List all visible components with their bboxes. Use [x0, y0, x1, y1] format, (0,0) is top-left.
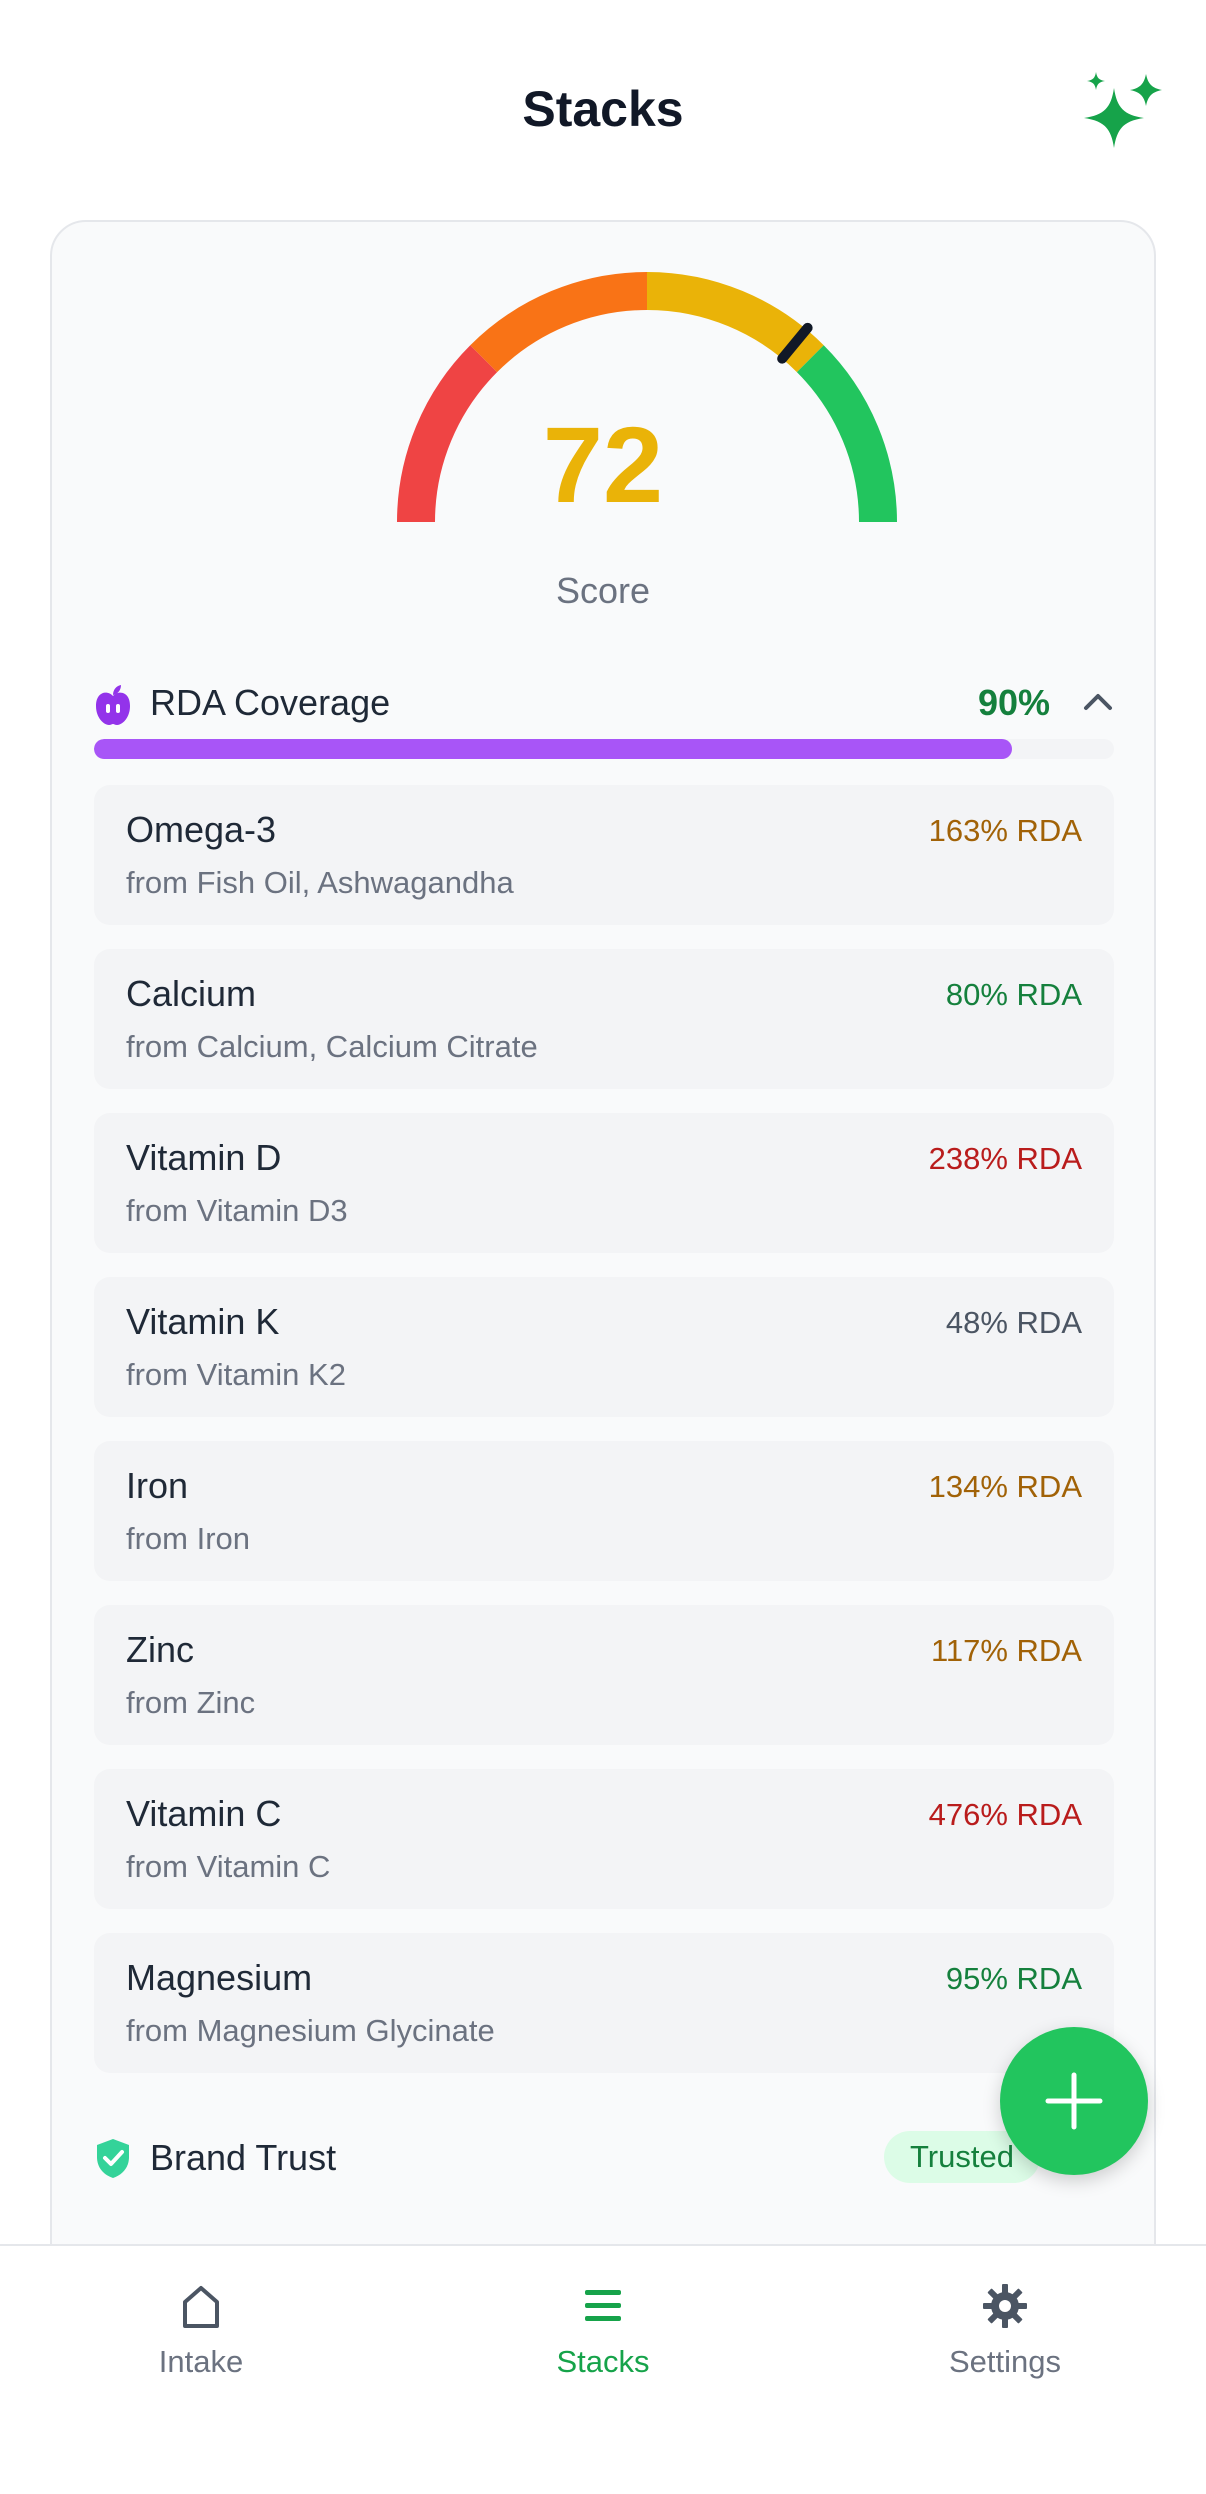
- nutrient-source: from Zinc: [126, 1685, 256, 1720]
- stacks-icon: [585, 2290, 621, 2321]
- nutrient-rda-percent: 117% RDA: [930, 1633, 1082, 1668]
- nutrient-source: from Vitamin C: [126, 1849, 331, 1884]
- add-button[interactable]: [1000, 2027, 1148, 2175]
- nutrient-source: from Iron: [126, 1521, 251, 1556]
- nutrient-rda-percent: 163% RDA: [928, 813, 1082, 848]
- nutrient-name: Iron: [126, 1465, 189, 1506]
- rda-nutrient-item[interactable]: Calcium from Calcium, Calcium Citrate 80% …: [94, 949, 1114, 1089]
- tab-settings[interactable]: Settings: [880, 2282, 1130, 2380]
- stack-summary-card: 72 Score RDA Coverage 90% Omega-3 from Fi…: [50, 220, 1156, 2320]
- rda-progress-bar: [94, 739, 1114, 759]
- rda-nutrient-item[interactable]: Vitamin K from Vitamin K2 48% RDA: [94, 1277, 1114, 1417]
- page-title: Stacks: [522, 81, 684, 137]
- rda-nutrient-item[interactable]: Vitamin C from Vitamin C 476% RDA: [94, 1769, 1114, 1909]
- nutrient-rda-percent: 80% RDA: [945, 977, 1082, 1012]
- home-icon: [183, 2286, 219, 2328]
- nutrient-rda-percent: 238% RDA: [928, 1141, 1082, 1176]
- sparkles-icon[interactable]: [1080, 68, 1170, 158]
- plus-icon: [1045, 2072, 1103, 2130]
- nutrient-source: from Calcium, Calcium Citrate: [126, 1029, 538, 1064]
- nutrient-source: from Vitamin D3: [126, 1193, 348, 1228]
- nutrient-name: Vitamin D: [126, 1137, 282, 1178]
- header: Stacks: [0, 0, 1206, 220]
- rda-nutrient-item[interactable]: Iron from Iron 134% RDA: [94, 1441, 1114, 1581]
- apple-icon: [94, 684, 132, 726]
- rda-nutrient-item[interactable]: Omega-3 from Fish Oil, Ashwagandha 163% RD…: [94, 785, 1114, 925]
- rda-coverage-header[interactable]: RDA Coverage 90%: [94, 674, 1116, 730]
- rda-progress-fill: [94, 739, 1012, 759]
- nutrient-name: Vitamin C: [126, 1793, 282, 1834]
- nutrient-source: from Fish Oil, Ashwagandha: [126, 865, 514, 900]
- score-label: Score: [555, 570, 651, 611]
- nutrient-name: Vitamin K: [126, 1301, 280, 1342]
- brand-trust-row[interactable]: Brand Trust Trusted: [94, 2127, 1116, 2187]
- rda-nutrient-item[interactable]: Zinc from Zinc 117% RDA: [94, 1605, 1114, 1745]
- tab-settings-label: Settings: [948, 2344, 1061, 2379]
- gauge-needle: [777, 322, 813, 364]
- nutrient-rda-percent: 48% RDA: [945, 1305, 1082, 1340]
- nutrient-name: Zinc: [126, 1629, 195, 1670]
- brand-trust-label: Brand Trust: [150, 2137, 337, 2178]
- gear-icon: [983, 2284, 1027, 2328]
- tab-stacks-label: Stacks: [556, 2344, 650, 2379]
- chevron-up-icon[interactable]: [1080, 686, 1116, 716]
- nutrient-rda-percent: 134% RDA: [928, 1469, 1082, 1504]
- nutrient-name: Omega-3: [126, 809, 277, 850]
- tab-stacks[interactable]: Stacks: [478, 2282, 728, 2380]
- rda-coverage-title: RDA Coverage: [150, 682, 391, 723]
- nutrient-rda-percent: 95% RDA: [945, 1961, 1082, 1996]
- nutrient-rda-percent: 476% RDA: [928, 1797, 1082, 1832]
- nutrient-source: from Vitamin K2: [126, 1357, 346, 1392]
- shield-check-icon: [94, 2137, 132, 2179]
- rda-coverage-percent: 90%: [977, 682, 1050, 723]
- bottom-tab-bar: Intake Stacks Settings: [0, 2244, 1206, 2494]
- rda-nutrient-item[interactable]: Vitamin D from Vitamin D3 238% RDA: [94, 1113, 1114, 1253]
- nutrient-source: from Magnesium Glycinate: [126, 2013, 495, 2048]
- score-value: 72: [542, 404, 664, 525]
- tab-intake[interactable]: Intake: [76, 2282, 326, 2380]
- score-gauge: [397, 272, 897, 562]
- nutrient-name: Calcium: [126, 973, 257, 1014]
- rda-nutrient-item[interactable]: Magnesium from Magnesium Glycinate 95% RDA: [94, 1933, 1114, 2073]
- tab-intake-label: Intake: [158, 2344, 244, 2379]
- nutrient-name: Magnesium: [126, 1957, 313, 1998]
